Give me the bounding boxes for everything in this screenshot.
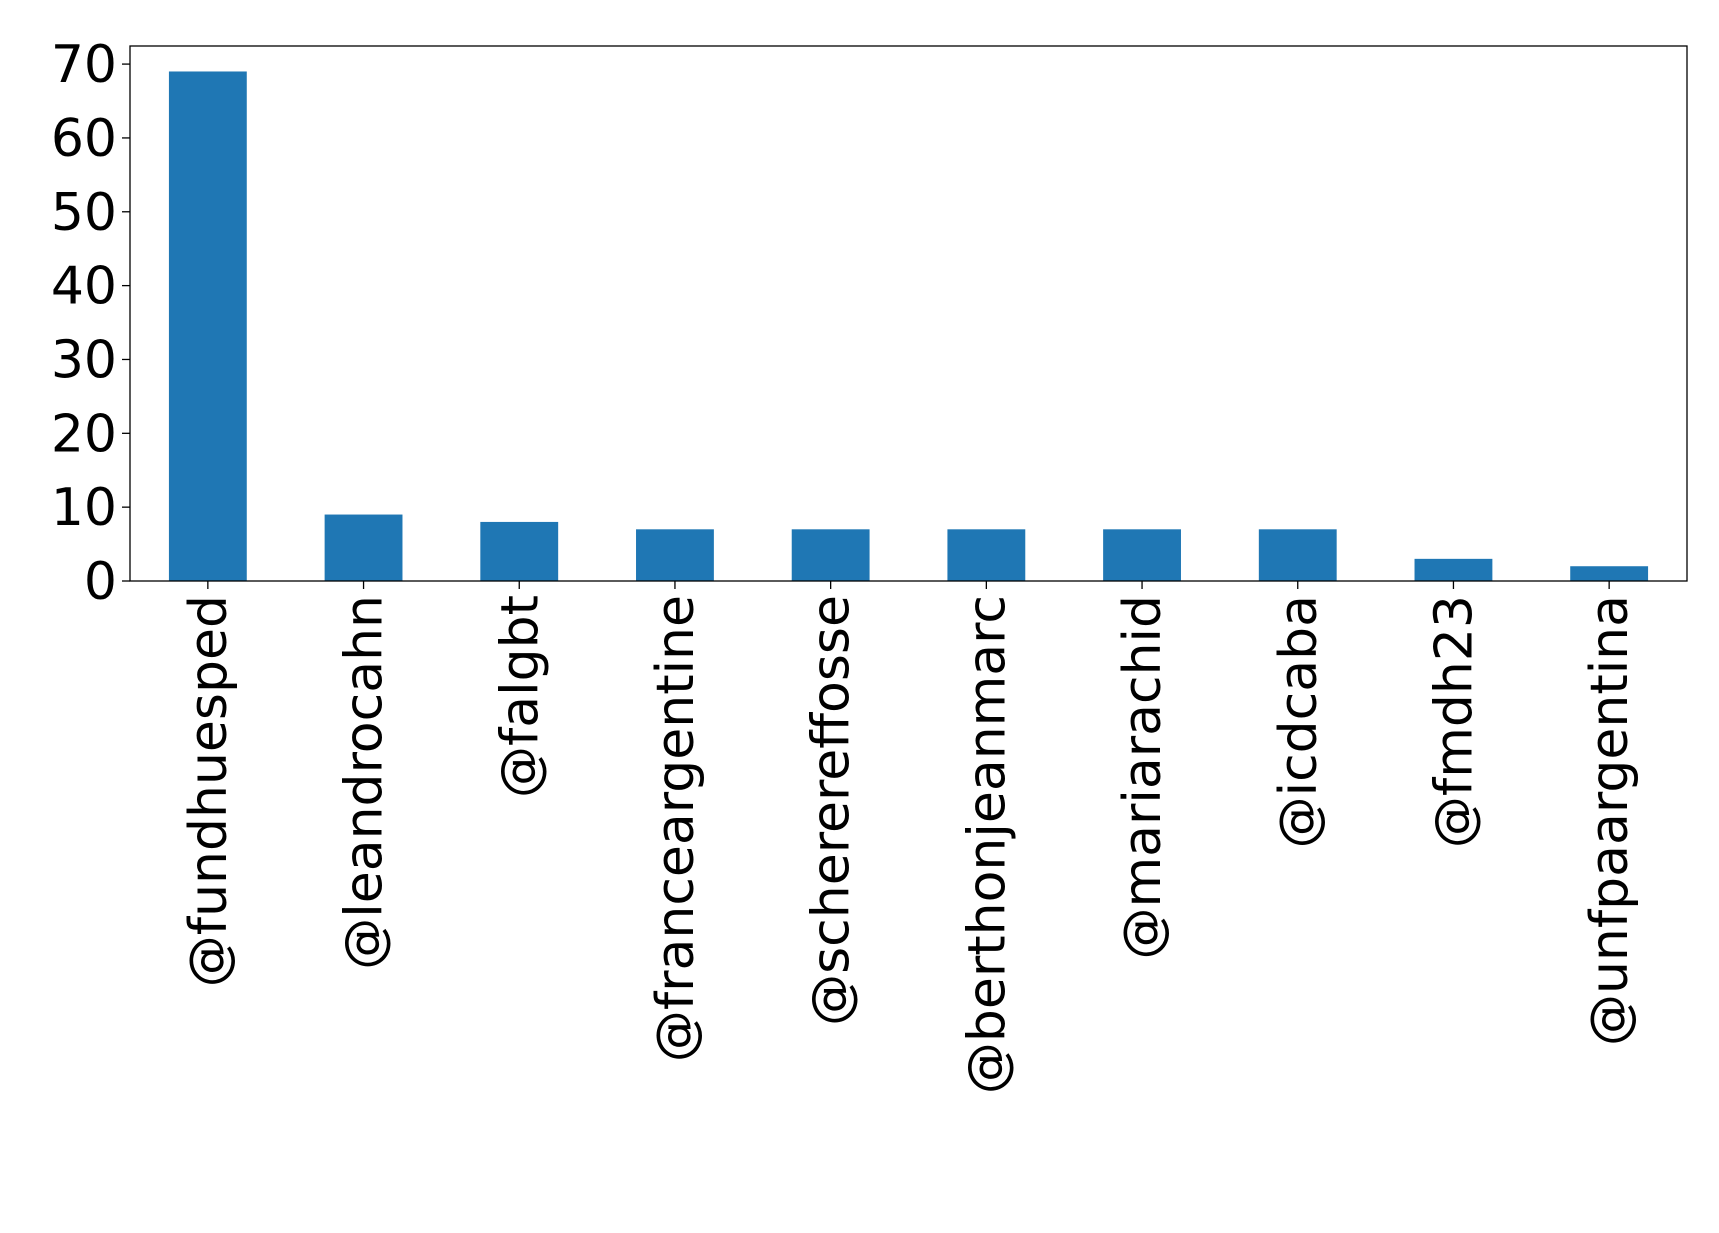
plot-frame bbox=[129, 45, 1688, 582]
y-tick-label: 70 bbox=[51, 35, 117, 95]
x-tick-label: @icdcaba bbox=[1269, 595, 1329, 848]
bar-fundhuesped bbox=[168, 71, 247, 581]
bar-franceargentine bbox=[636, 529, 714, 581]
bar-unfpaargentina bbox=[1570, 566, 1649, 581]
bar-fmdh23 bbox=[1414, 558, 1493, 581]
bar-falgbt bbox=[480, 521, 559, 581]
x-tick-label: @leandrocahn bbox=[335, 595, 395, 970]
x-tick-label: @falgbt bbox=[490, 595, 550, 798]
bar-berthonjeanmarc bbox=[947, 529, 1026, 581]
y-tick-label: 0 bbox=[84, 552, 117, 612]
y-tick-label: 60 bbox=[51, 109, 117, 169]
y-tick-label: 50 bbox=[51, 183, 117, 243]
x-tick-label: @franceargentine bbox=[646, 595, 706, 1062]
bar-mariarachid bbox=[1103, 529, 1181, 581]
y-tick-label: 30 bbox=[51, 330, 117, 390]
x-tick-label: @scherereffosse bbox=[802, 595, 862, 1026]
x-tick-label: @mariarachid bbox=[1113, 595, 1173, 959]
bar-scherereffosse bbox=[791, 529, 870, 581]
y-tick-label: 20 bbox=[51, 404, 117, 464]
x-tick-label: @fundhuesped bbox=[179, 595, 239, 987]
x-tick-label: @berthonjeanmarc bbox=[957, 595, 1017, 1094]
x-tick-label: @fmdh23 bbox=[1424, 595, 1484, 848]
y-tick-label: 40 bbox=[51, 257, 117, 317]
bar-leandrocahn bbox=[324, 514, 403, 581]
x-tick-label: @unfpaargentina bbox=[1580, 595, 1640, 1046]
y-tick-label: 10 bbox=[51, 478, 117, 538]
bar-icdcaba bbox=[1258, 529, 1337, 581]
